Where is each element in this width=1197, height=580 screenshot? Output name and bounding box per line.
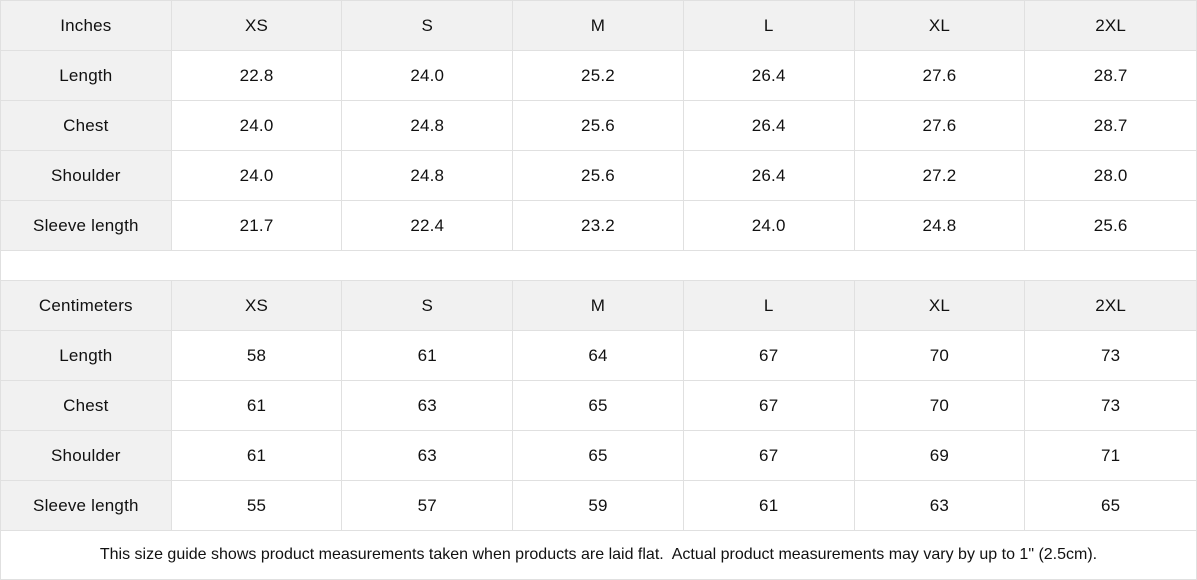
value-cell: 22.4 bbox=[342, 201, 514, 251]
value-cell: 26.4 bbox=[683, 101, 855, 151]
value-cell: 67 bbox=[683, 431, 855, 481]
value-cell: 26.4 bbox=[683, 151, 855, 201]
value-cell: 58 bbox=[171, 331, 343, 381]
value-cell: 61 bbox=[171, 381, 343, 431]
row-header-shoulder: Shoulder bbox=[1, 151, 172, 201]
value-cell: 21.7 bbox=[171, 201, 343, 251]
value-cell: 63 bbox=[342, 381, 514, 431]
row-header-sleeve-length: Sleeve length bbox=[1, 481, 172, 531]
value-cell: 69 bbox=[854, 431, 1026, 481]
value-cell: 24.8 bbox=[854, 201, 1026, 251]
column-header-l: L bbox=[683, 281, 855, 331]
column-header-xs: XS bbox=[171, 281, 343, 331]
value-cell: 55 bbox=[171, 481, 343, 531]
value-cell: 27.2 bbox=[854, 151, 1026, 201]
value-cell: 24.0 bbox=[683, 201, 855, 251]
value-cell: 24.0 bbox=[342, 51, 514, 101]
row-header-chest: Chest bbox=[1, 381, 172, 431]
value-cell: 65 bbox=[513, 381, 684, 431]
value-cell: 70 bbox=[854, 381, 1026, 431]
value-cell: 24.0 bbox=[171, 151, 343, 201]
column-header-m: M bbox=[513, 1, 684, 51]
row-header-sleeve-length: Sleeve length bbox=[1, 201, 172, 251]
value-cell: 61 bbox=[171, 431, 343, 481]
value-cell: 25.2 bbox=[513, 51, 684, 101]
column-header-l: L bbox=[683, 1, 855, 51]
value-cell: 23.2 bbox=[513, 201, 684, 251]
table-spacer bbox=[1, 251, 1196, 281]
row-header-length: Length bbox=[1, 51, 172, 101]
value-cell: 64 bbox=[513, 331, 684, 381]
value-cell: 57 bbox=[342, 481, 514, 531]
row-header-chest: Chest bbox=[1, 101, 172, 151]
value-cell: 27.6 bbox=[854, 51, 1026, 101]
unit-header-inches: Inches bbox=[1, 1, 172, 51]
column-header-s: S bbox=[342, 281, 514, 331]
row-header-shoulder: Shoulder bbox=[1, 431, 172, 481]
value-cell: 65 bbox=[1025, 481, 1196, 531]
value-cell: 61 bbox=[342, 331, 514, 381]
column-header-xs: XS bbox=[171, 1, 343, 51]
row-header-length: Length bbox=[1, 331, 172, 381]
value-cell: 61 bbox=[683, 481, 855, 531]
value-cell: 67 bbox=[683, 381, 855, 431]
value-cell: 63 bbox=[342, 431, 514, 481]
value-cell: 28.7 bbox=[1025, 101, 1196, 151]
value-cell: 73 bbox=[1025, 381, 1196, 431]
value-cell: 25.6 bbox=[1025, 201, 1196, 251]
column-header-m: M bbox=[513, 281, 684, 331]
value-cell: 25.6 bbox=[513, 101, 684, 151]
value-cell: 28.0 bbox=[1025, 151, 1196, 201]
value-cell: 28.7 bbox=[1025, 51, 1196, 101]
value-cell: 73 bbox=[1025, 331, 1196, 381]
value-cell: 24.0 bbox=[171, 101, 343, 151]
value-cell: 27.6 bbox=[854, 101, 1026, 151]
value-cell: 59 bbox=[513, 481, 684, 531]
column-header-s: S bbox=[342, 1, 514, 51]
size-guide-note: This size guide shows product measuremen… bbox=[1, 531, 1196, 579]
column-header-2xl: 2XL bbox=[1025, 281, 1196, 331]
value-cell: 67 bbox=[683, 331, 855, 381]
centimeters-table: Centimeters XS S M L XL 2XL Length 58 61… bbox=[1, 281, 1196, 531]
value-cell: 22.8 bbox=[171, 51, 343, 101]
value-cell: 25.6 bbox=[513, 151, 684, 201]
value-cell: 70 bbox=[854, 331, 1026, 381]
value-cell: 26.4 bbox=[683, 51, 855, 101]
column-header-2xl: 2XL bbox=[1025, 1, 1196, 51]
value-cell: 71 bbox=[1025, 431, 1196, 481]
value-cell: 24.8 bbox=[342, 151, 514, 201]
inches-table: Inches XS S M L XL 2XL Length 22.8 24.0 … bbox=[1, 1, 1196, 251]
value-cell: 65 bbox=[513, 431, 684, 481]
value-cell: 63 bbox=[854, 481, 1026, 531]
column-header-xl: XL bbox=[854, 1, 1026, 51]
column-header-xl: XL bbox=[854, 281, 1026, 331]
unit-header-centimeters: Centimeters bbox=[1, 281, 172, 331]
value-cell: 24.8 bbox=[342, 101, 514, 151]
